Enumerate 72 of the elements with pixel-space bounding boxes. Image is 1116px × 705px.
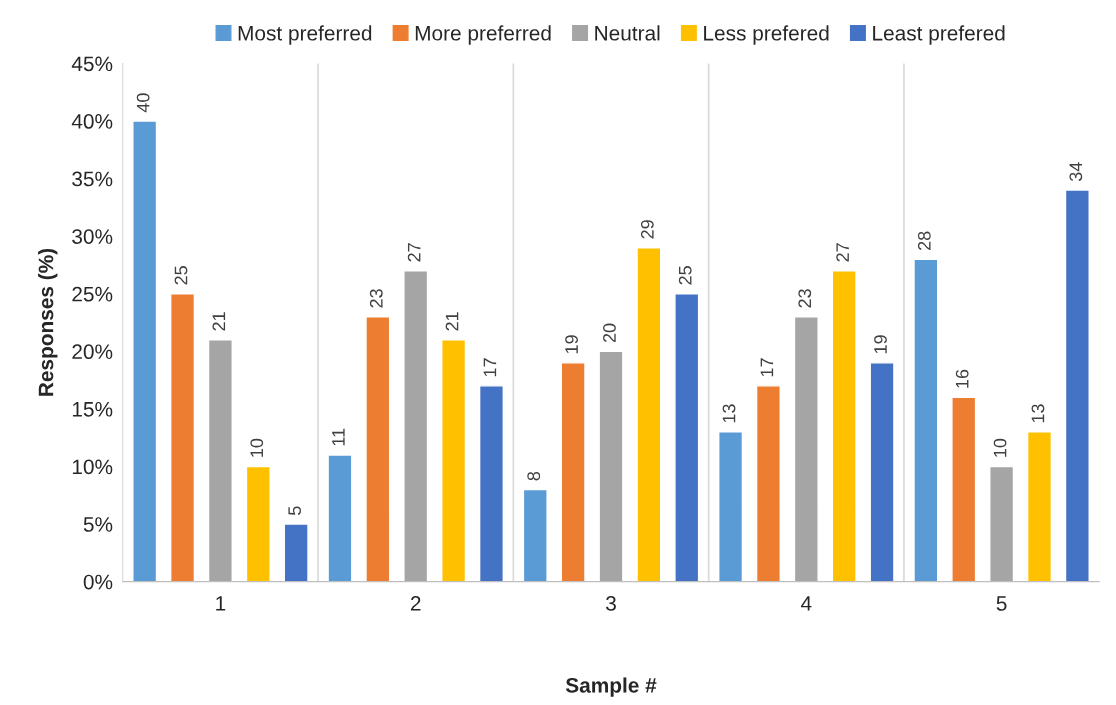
data-label: 28 bbox=[917, 231, 931, 250]
y-tick-label: 30% bbox=[72, 229, 113, 244]
y-tick-label: 10% bbox=[72, 459, 113, 475]
y-tick-label: 25% bbox=[72, 286, 113, 302]
data-label: 17 bbox=[483, 358, 497, 377]
bar bbox=[869, 362, 895, 582]
data-label: 23 bbox=[369, 289, 383, 308]
data-label: 19 bbox=[565, 335, 578, 354]
bar bbox=[913, 258, 939, 582]
data-label: 20 bbox=[603, 323, 616, 343]
bar bbox=[1064, 189, 1090, 582]
data-label: 19 bbox=[874, 335, 887, 354]
bar bbox=[1026, 431, 1053, 582]
bar bbox=[831, 270, 857, 582]
bar bbox=[327, 454, 353, 582]
bar bbox=[674, 293, 700, 582]
bar bbox=[170, 293, 196, 582]
legend-label: More preferred bbox=[415, 25, 551, 45]
bar bbox=[951, 396, 977, 582]
legend-label: Least prefered bbox=[873, 25, 1005, 45]
data-label: 17 bbox=[760, 358, 774, 377]
x-tick-label: 4 bbox=[801, 596, 812, 611]
data-label: 27 bbox=[407, 243, 421, 262]
bar bbox=[132, 120, 158, 582]
data-label: 29 bbox=[640, 220, 654, 239]
legend-label: Neutral bbox=[595, 25, 660, 41]
x-tick-label: 2 bbox=[410, 596, 421, 611]
data-label: 11 bbox=[332, 428, 345, 446]
y-tick-label: 5% bbox=[83, 517, 113, 532]
data-label: 25 bbox=[678, 266, 692, 285]
x-tick-label: 1 bbox=[216, 596, 226, 611]
bar bbox=[755, 385, 781, 582]
data-label: 8 bbox=[527, 471, 541, 481]
y-tick-label: 40% bbox=[71, 114, 113, 129]
y-tick-label: 45% bbox=[71, 56, 113, 72]
bar bbox=[403, 270, 429, 582]
data-label: 23 bbox=[798, 289, 812, 308]
bar bbox=[522, 488, 548, 582]
y-tick-label: 0% bbox=[83, 574, 113, 590]
y-tick-label: 15% bbox=[72, 401, 113, 417]
data-label: 13 bbox=[722, 404, 736, 423]
bar bbox=[560, 362, 586, 582]
x-axis-title: Sample # bbox=[565, 677, 657, 697]
x-tick-label: 3 bbox=[606, 596, 616, 611]
legend-label: Most preferred bbox=[238, 25, 372, 45]
x-tick-label: 5 bbox=[996, 596, 1007, 611]
data-label: 13 bbox=[1031, 404, 1045, 423]
data-label: 25 bbox=[174, 266, 188, 285]
bar bbox=[989, 465, 1015, 582]
data-label: 34 bbox=[1069, 162, 1083, 182]
bar bbox=[718, 431, 744, 582]
data-label: 10 bbox=[250, 438, 264, 457]
data-label: 21 bbox=[445, 312, 459, 331]
bar bbox=[207, 339, 233, 582]
data-label: 10 bbox=[993, 438, 1007, 457]
legend-label: Less prefered bbox=[704, 25, 829, 45]
bar bbox=[245, 465, 271, 582]
data-label: 5 bbox=[288, 506, 302, 515]
y-axis-title: Responses (%) bbox=[38, 248, 58, 396]
bar bbox=[636, 246, 662, 582]
bar bbox=[478, 385, 504, 582]
data-label: 27 bbox=[836, 243, 849, 262]
y-tick-label: 20% bbox=[72, 344, 113, 360]
bar bbox=[283, 523, 309, 582]
bar bbox=[793, 316, 819, 582]
data-label: 21 bbox=[212, 312, 226, 331]
data-label: 40 bbox=[136, 93, 150, 113]
bar bbox=[441, 339, 467, 582]
y-tick-label: 35% bbox=[72, 171, 113, 187]
bar bbox=[598, 350, 624, 582]
data-label: 16 bbox=[955, 369, 969, 388]
bar bbox=[365, 316, 391, 582]
